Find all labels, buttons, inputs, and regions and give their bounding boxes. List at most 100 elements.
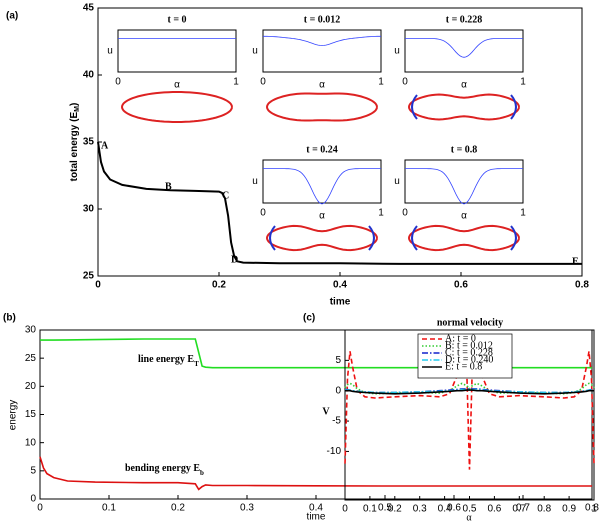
inset-x-tick-label: 0 xyxy=(260,77,266,88)
inset-x-tick-label: 1 xyxy=(233,77,239,88)
y-axis-label: V xyxy=(322,406,330,417)
x-axis-label: time xyxy=(330,297,351,308)
inset-y-label: u xyxy=(252,176,258,187)
x-tick-label: 0.3 xyxy=(413,504,427,515)
y-tick-label: 20 xyxy=(25,381,37,392)
legend-label: B: t = 0.012 xyxy=(445,340,493,351)
x-tick-label: 0.2 xyxy=(212,280,226,291)
y-tick-label: 25 xyxy=(83,271,95,282)
x-tick-label: 0.6 xyxy=(454,280,468,291)
y-tick-label: 5 xyxy=(335,355,341,366)
point-label: A xyxy=(101,140,109,151)
inset-x-tick-label: 1 xyxy=(520,208,526,219)
vesicle-end xyxy=(368,225,375,251)
x-tick-label: 0.2 xyxy=(388,504,402,515)
vesicle-end xyxy=(269,225,276,251)
y-tick-label: 30 xyxy=(83,204,95,215)
inset-x-tick-label: 0 xyxy=(402,77,408,88)
x-tick-label: 0.4 xyxy=(309,503,323,514)
vesicle-end xyxy=(510,225,517,251)
legend-label: C: t = 0.228 xyxy=(445,347,493,358)
x-tick-label: 0.9 xyxy=(562,504,576,515)
series-line xyxy=(39,456,592,491)
point-label: B xyxy=(165,181,172,192)
inset-y-label: u xyxy=(394,176,400,187)
y-axis-label-part: ) xyxy=(69,103,80,106)
vesicle-shape xyxy=(407,93,520,121)
x-tick-label: 0.4 xyxy=(438,504,452,515)
inset-title: t = 0.228 xyxy=(446,14,483,25)
inset-x-tick-label: 1 xyxy=(378,77,384,88)
panel-label: (b) xyxy=(3,313,16,324)
vesicle-end xyxy=(510,94,517,120)
inset-x-tick-label: 1 xyxy=(378,208,384,219)
y-tick-label: 30 xyxy=(25,325,37,336)
inset-frame xyxy=(404,29,524,73)
x-tick-label: 0.5 xyxy=(463,504,477,515)
panel-label: (c) xyxy=(303,313,315,324)
vesicle-shape xyxy=(265,92,378,122)
inset-curve xyxy=(263,35,381,46)
legend-label: A: t = 0 xyxy=(445,333,476,344)
legend-label: D: t = 0.240 xyxy=(445,354,493,365)
inset-title: t = 0.24 xyxy=(306,144,338,155)
y-tick-label: -10 xyxy=(327,446,342,457)
y-tick-label: 35 xyxy=(83,137,95,148)
inset-frame xyxy=(262,29,382,73)
chart-title: normal velocity xyxy=(437,317,503,328)
annotation-part: b xyxy=(200,469,204,477)
x-tick-label: 0 xyxy=(95,280,101,291)
y-tick-label: 15 xyxy=(25,409,37,420)
inset-x-tick-label: 0 xyxy=(260,208,266,219)
inset-x-label: α xyxy=(319,211,325,222)
x-tick-label: 0 xyxy=(342,504,348,515)
x-axis-label: time xyxy=(307,512,326,523)
inset-frame xyxy=(262,159,382,204)
point-label: C xyxy=(222,190,229,201)
inset-curve xyxy=(405,168,523,205)
y-axis-label-part: M xyxy=(74,106,81,112)
annotation: line energy ET xyxy=(138,354,199,367)
x-tick-label: 0.1 xyxy=(102,503,116,514)
x-tick-label: 0.6 xyxy=(447,503,461,514)
inset-title: t = 0 xyxy=(167,14,186,25)
inset-frame xyxy=(404,159,524,204)
x-tick-label: 1 xyxy=(591,504,597,515)
x-tick-label: 0.7 xyxy=(516,503,530,514)
vesicle-end xyxy=(411,225,418,251)
inset-curve xyxy=(405,38,523,58)
legend-label: E: t = 0.8 xyxy=(445,361,482,372)
inset-title: t = 0.8 xyxy=(451,144,478,155)
panel-label: (a) xyxy=(6,11,18,22)
legend-box xyxy=(417,333,513,379)
x-axis-label: α xyxy=(466,512,472,523)
inset-x-tick-label: 1 xyxy=(520,77,526,88)
vesicle-shape xyxy=(120,91,233,123)
inset-x-label: α xyxy=(461,211,467,222)
inset-title: t = 0.012 xyxy=(304,14,341,25)
y-tick-label: 10 xyxy=(25,437,37,448)
vesicle-shape xyxy=(265,224,378,252)
y-tick-label: 5 xyxy=(30,465,36,476)
inset-x-label: α xyxy=(174,80,180,91)
inset-x-tick-label: 0 xyxy=(115,77,121,88)
y-axis-label: energy xyxy=(8,400,19,431)
x-tick-label: 0 xyxy=(37,503,43,514)
y-tick-label: -5 xyxy=(332,416,341,427)
y-tick-label: 25 xyxy=(25,353,37,364)
vesicle-shape xyxy=(407,224,520,252)
inset-x-label: α xyxy=(319,80,325,91)
x-tick-label: 0.3 xyxy=(240,503,254,514)
y-tick-label: 0 xyxy=(30,494,36,505)
y-tick-label: 0 xyxy=(335,385,341,396)
annotation-part: line energy E xyxy=(138,354,194,365)
inset-x-tick-label: 0 xyxy=(402,208,408,219)
x-tick-label: 0.7 xyxy=(512,504,526,515)
inset-x-label: α xyxy=(461,80,467,91)
series-line xyxy=(40,338,592,369)
inset-y-label: u xyxy=(394,46,400,57)
series-line xyxy=(97,141,582,265)
point-label: D xyxy=(231,254,238,265)
x-tick-label: 0.5 xyxy=(378,503,392,514)
